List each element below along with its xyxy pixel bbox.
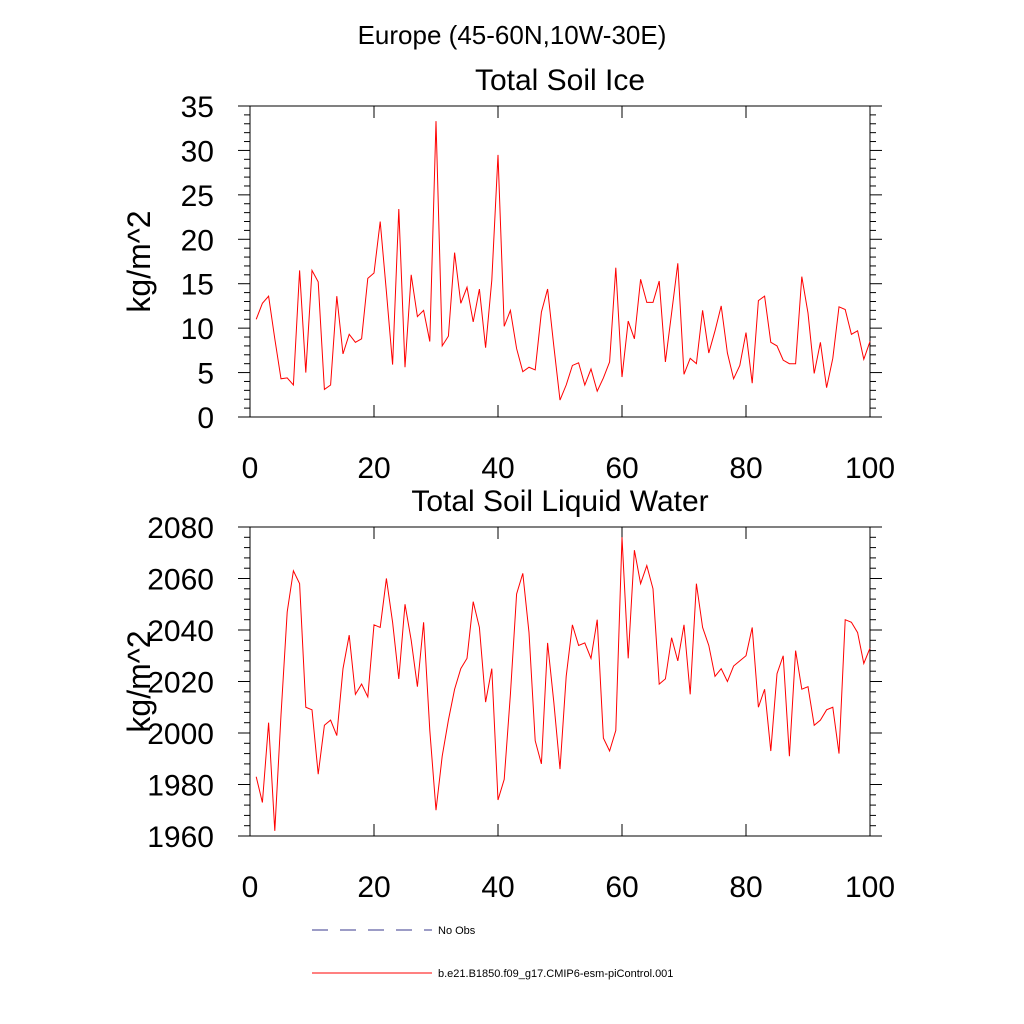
figure-suptitle: Europe (45-60N,10W-30E) <box>358 20 667 50</box>
total-soil-ice-y-tick-label: 0 <box>197 402 214 435</box>
total-soil-ice-y-tick-label: 15 <box>181 269 214 302</box>
total-soil-liquid-water-x-tick-label: 40 <box>481 871 514 904</box>
total-soil-liquid-water-x-tick-label: 20 <box>357 871 390 904</box>
legend-obs-label: No Obs <box>438 925 476 937</box>
total-soil-liquid-water-y-tick-label: 2040 <box>147 615 214 648</box>
total-soil-liquid-water-y-tick-label: 2060 <box>147 564 214 597</box>
total-soil-ice-x-tick-label: 60 <box>605 452 638 485</box>
total-soil-liquid-water-x-tick-label: 0 <box>242 871 259 904</box>
total-soil-ice-y-tick-label: 30 <box>181 135 214 168</box>
total-soil-liquid-water-title: Total Soil Liquid Water <box>411 485 708 518</box>
legend-model-label: b.e21.B1850.f09_g17.CMIP6-esm-piControl.… <box>438 968 673 980</box>
total-soil-ice-y-tick-label: 35 <box>181 91 214 124</box>
total-soil-ice-y-tick-label: 25 <box>181 180 214 213</box>
total-soil-liquid-water-y-tick-label: 1980 <box>147 770 214 803</box>
legend: No Obs b.e21.B1850.f09_g17.CMIP6-esm-piC… <box>312 925 673 980</box>
total-soil-ice-x-tick-label: 80 <box>729 452 762 485</box>
total-soil-liquid-water-x-tick-label: 60 <box>605 871 638 904</box>
total-soil-liquid-water-y-axis-label: kg/m^2 <box>121 630 157 732</box>
total-soil-ice-series-line <box>255 121 871 401</box>
total-soil-ice-x-tick-label: 20 <box>357 452 390 485</box>
total-soil-ice-x-tick-label: 100 <box>845 452 895 485</box>
total-soil-liquid-water-y-tick-label: 2000 <box>147 718 214 751</box>
total-soil-ice-y-tick-label: 20 <box>181 224 214 257</box>
total-soil-ice-y-tick-label: 10 <box>181 313 214 346</box>
total-soil-ice-y-axis-label: kg/m^2 <box>121 210 157 312</box>
total-soil-liquid-water-y-tick-label: 2020 <box>147 667 214 700</box>
total-soil-liquid-water-y-tick-label: 1960 <box>147 821 214 854</box>
total-soil-ice-y-tick-label: 5 <box>197 358 214 391</box>
total-soil-liquid-water-y-tick-label: 2080 <box>147 512 214 545</box>
total-soil-liquid-water-x-tick-label: 80 <box>729 871 762 904</box>
total-soil-ice-x-tick-label: 40 <box>481 452 514 485</box>
total-soil-ice-x-tick-label: 0 <box>242 452 259 485</box>
total-soil-ice-title: Total Soil Ice <box>475 64 645 97</box>
panel-total-soil-ice: Total Soil Ice kg/m^2 0 20 40 60 80 100 0 5 10 15 20… <box>121 64 895 485</box>
total-soil-ice-plot-frame <box>249 105 871 418</box>
total-soil-liquid-water-series-line <box>255 537 871 831</box>
total-soil-liquid-water-plot-frame <box>249 526 871 837</box>
total-soil-liquid-water-x-tick-label: 100 <box>845 871 895 904</box>
